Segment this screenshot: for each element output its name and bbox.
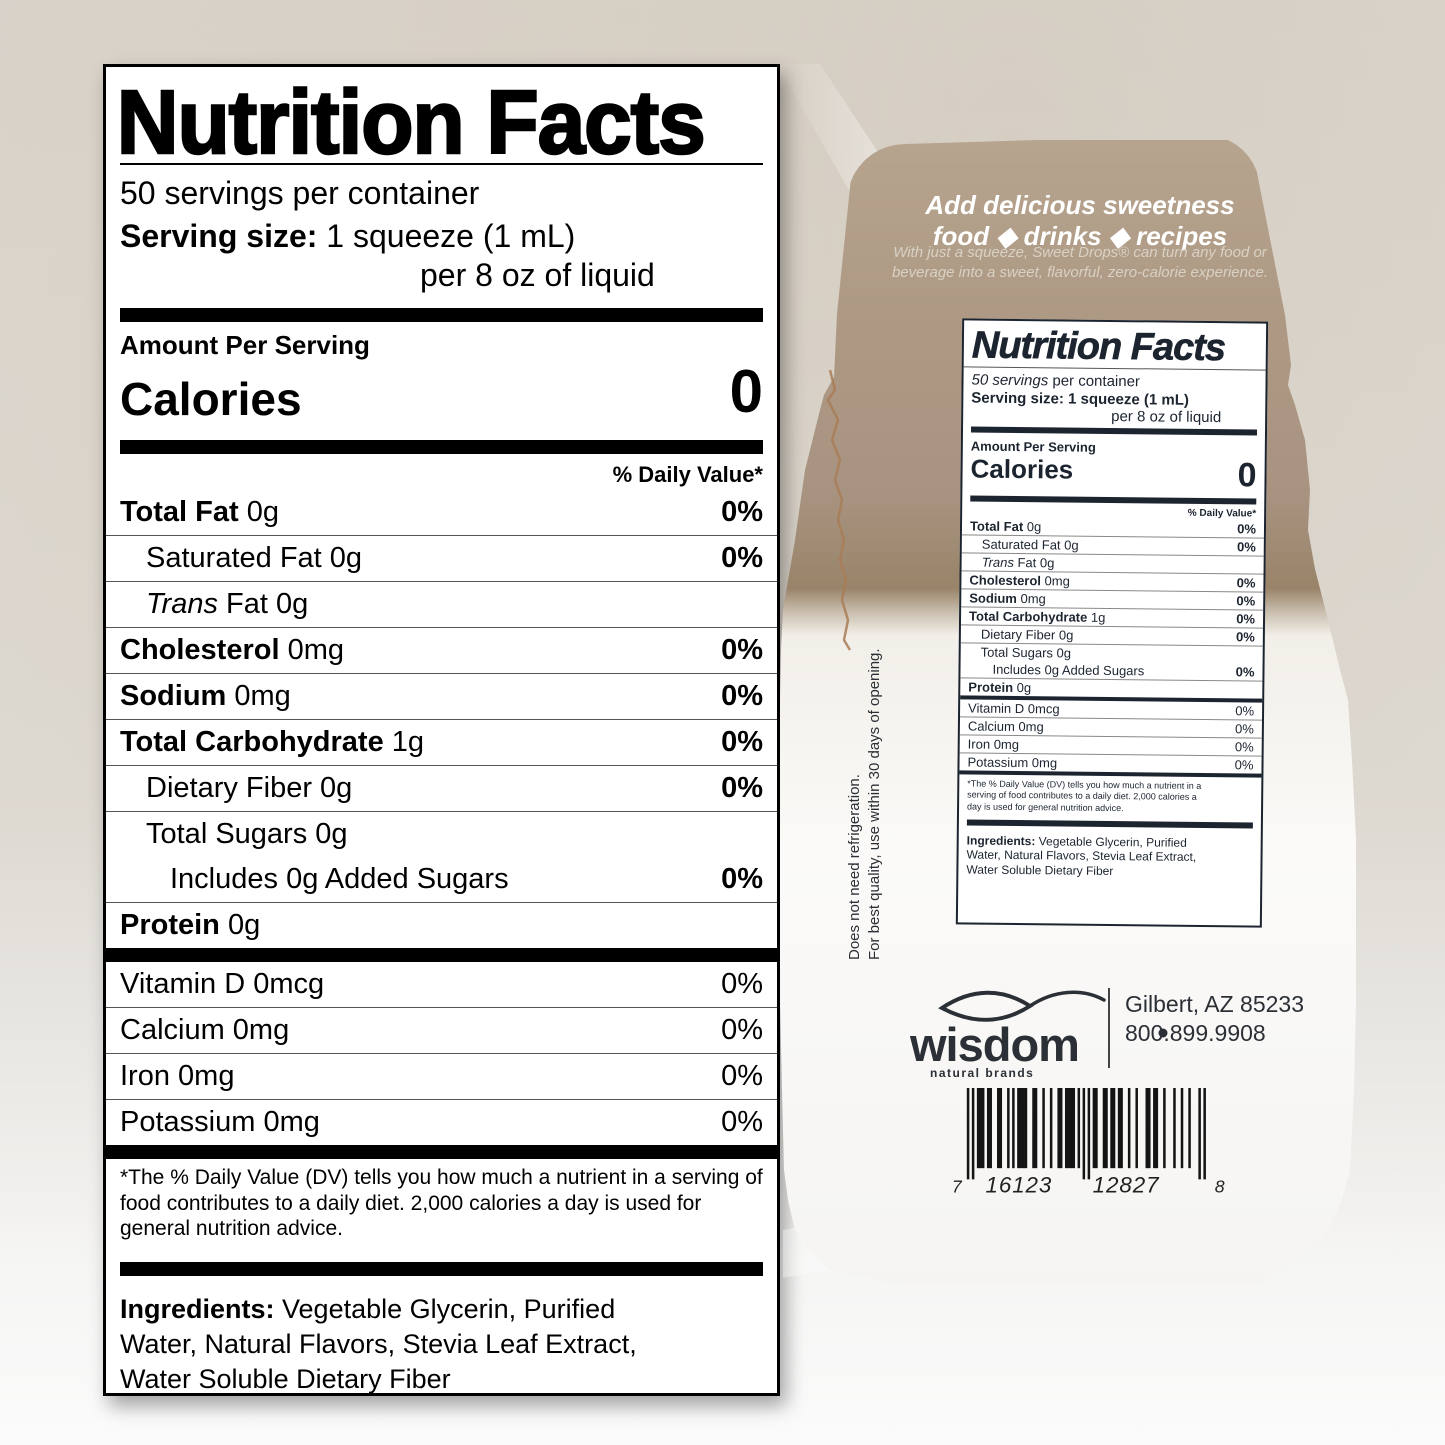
svg-text:12827: 12827 [1093, 1172, 1160, 1197]
svg-text:natural brands: natural brands [930, 1066, 1034, 1080]
svg-text:7: 7 [952, 1176, 963, 1196]
svg-text:16123: 16123 [985, 1172, 1052, 1197]
svg-text:wisdom: wisdom [910, 1018, 1079, 1071]
svg-text:8: 8 [1215, 1176, 1225, 1196]
